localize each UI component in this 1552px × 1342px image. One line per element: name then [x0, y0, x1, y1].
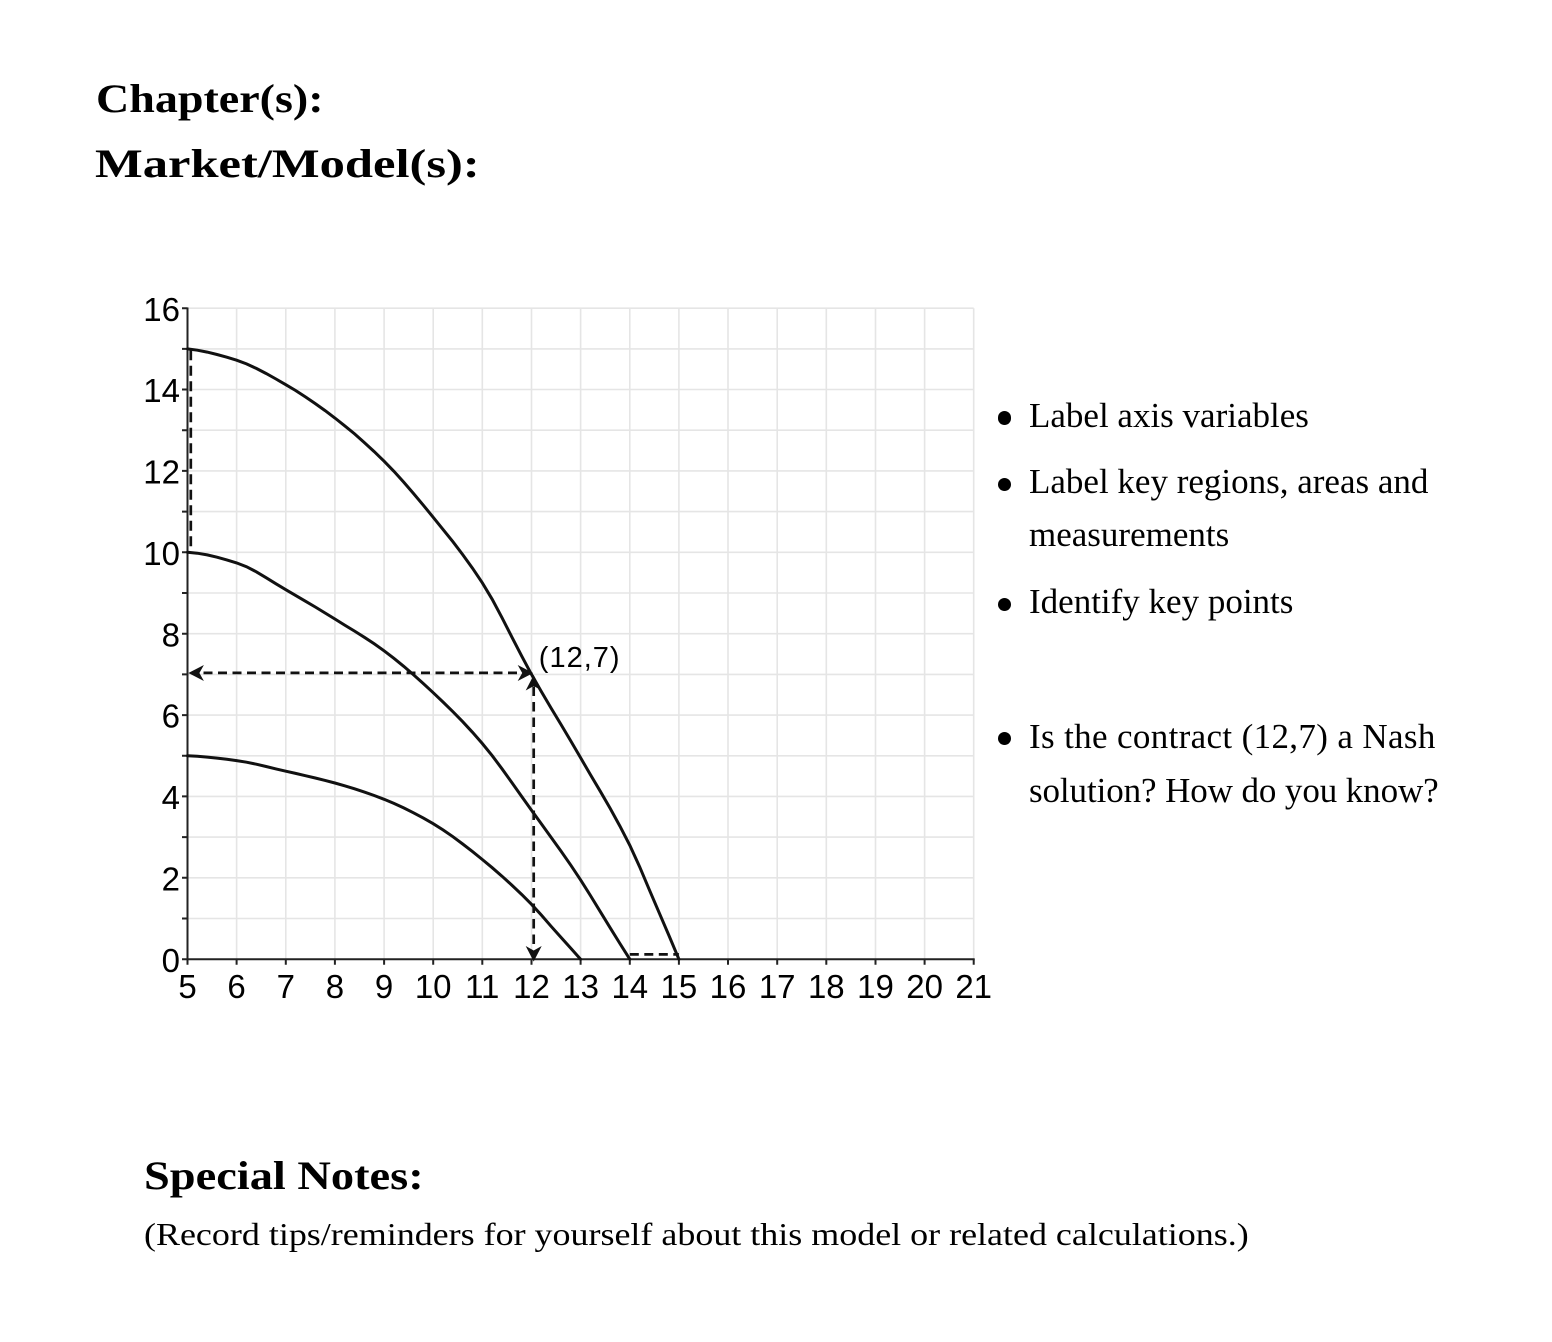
svg-text:6: 6 [227, 968, 245, 1005]
svg-text:16: 16 [710, 968, 747, 1005]
svg-text:19: 19 [857, 968, 894, 1005]
svg-text:8: 8 [162, 616, 180, 653]
svg-text:9: 9 [375, 968, 393, 1005]
svg-text:10: 10 [143, 535, 180, 572]
svg-text:12: 12 [143, 454, 180, 491]
svg-text:(12,7): (12,7) [539, 642, 621, 674]
svg-text:11: 11 [465, 968, 499, 1005]
svg-text:13: 13 [562, 968, 599, 1005]
svg-text:17: 17 [759, 968, 796, 1005]
svg-text:21: 21 [955, 968, 992, 1005]
svg-text:18: 18 [808, 968, 845, 1005]
svg-text:5: 5 [178, 968, 196, 1005]
svg-text:16: 16 [143, 291, 180, 328]
svg-text:0: 0 [162, 942, 180, 979]
svg-text:6: 6 [162, 698, 180, 735]
svg-text:12: 12 [513, 968, 550, 1005]
svg-text:14: 14 [143, 372, 180, 409]
svg-text:14: 14 [611, 968, 648, 1005]
svg-text:2: 2 [162, 860, 180, 897]
svg-text:20: 20 [906, 968, 943, 1005]
svg-text:15: 15 [661, 968, 698, 1005]
svg-text:8: 8 [326, 968, 344, 1005]
svg-text:4: 4 [162, 779, 180, 816]
svg-text:7: 7 [277, 968, 295, 1005]
svg-text:10: 10 [415, 968, 452, 1005]
